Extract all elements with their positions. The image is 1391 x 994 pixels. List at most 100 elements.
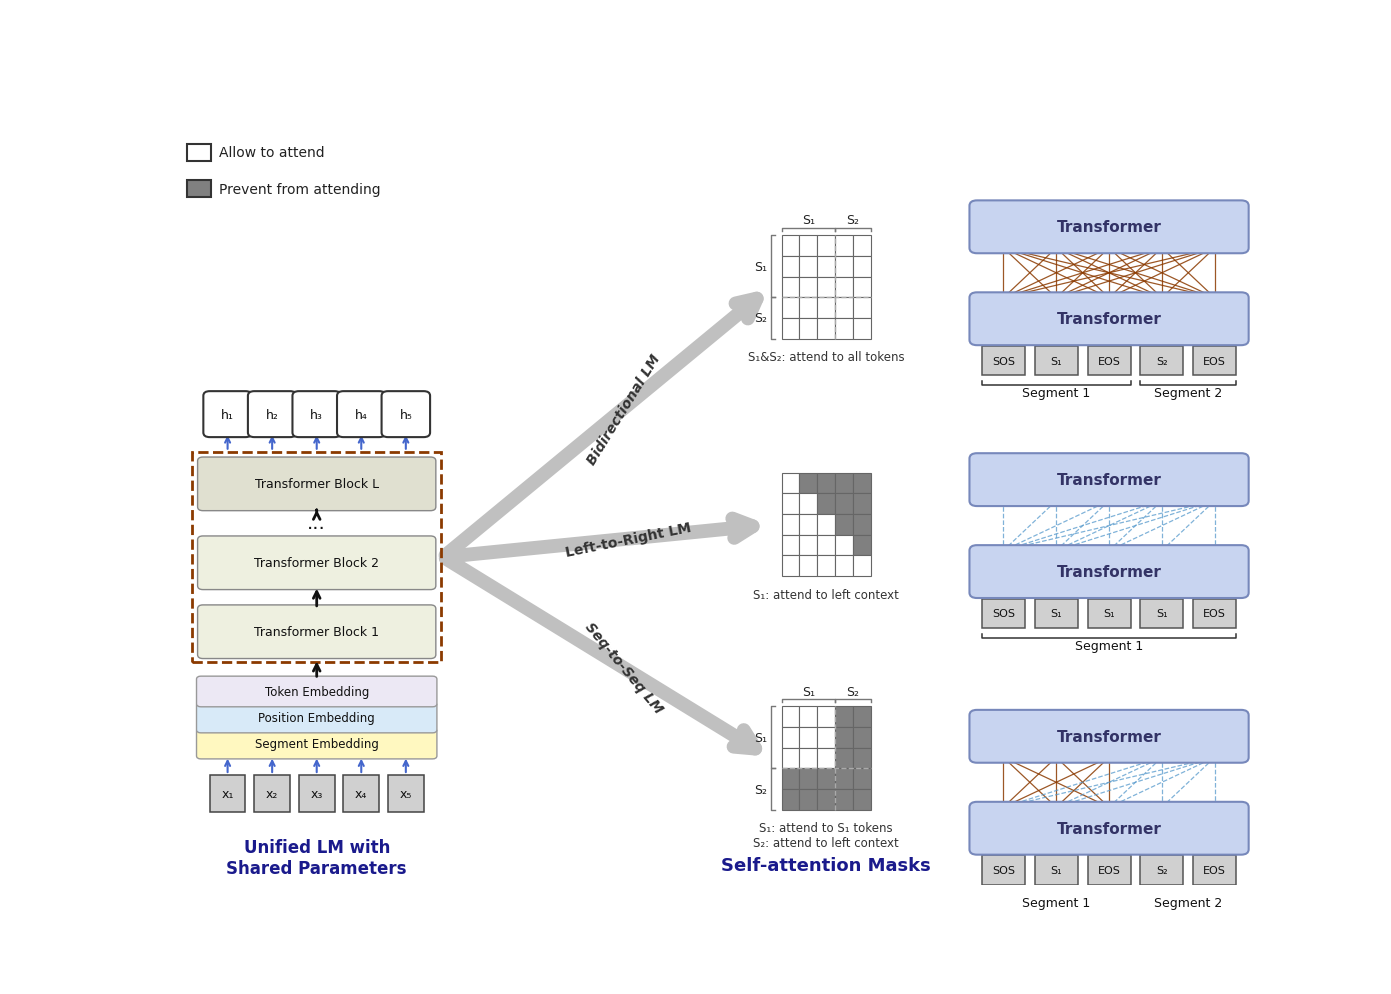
Text: h₂: h₂ [266, 409, 278, 421]
Bar [800, 473, 817, 494]
Bar [835, 535, 853, 556]
Bar [835, 728, 853, 748]
Bar [817, 728, 835, 748]
FancyBboxPatch shape [970, 710, 1249, 763]
Bar [782, 748, 800, 768]
Text: S₁&S₂: attend to all tokens: S₁&S₂: attend to all tokens [748, 351, 904, 364]
Bar [1141, 347, 1184, 376]
Bar [853, 789, 871, 810]
Bar [817, 277, 835, 298]
Bar [210, 775, 245, 812]
Bar [982, 856, 1025, 885]
Bar [782, 515, 800, 535]
Text: x₃: x₃ [310, 787, 323, 800]
Text: EOS: EOS [1097, 865, 1121, 875]
FancyBboxPatch shape [970, 802, 1249, 855]
Bar [1035, 347, 1078, 376]
Bar [782, 494, 800, 515]
Bar [186, 181, 210, 198]
Text: Bidirectional LM: Bidirectional LM [584, 352, 662, 467]
Text: S₂: S₂ [754, 783, 768, 796]
Bar [853, 473, 871, 494]
Bar [782, 256, 800, 277]
FancyBboxPatch shape [337, 392, 385, 437]
Bar [782, 236, 800, 256]
Text: h₅: h₅ [399, 409, 412, 421]
Text: S₁: S₁ [801, 214, 815, 228]
Bar [800, 535, 817, 556]
FancyBboxPatch shape [292, 392, 341, 437]
Text: Unified LM with
Shared Parameters: Unified LM with Shared Parameters [227, 839, 408, 878]
Bar [1141, 599, 1184, 628]
Text: Transformer: Transformer [1057, 312, 1161, 327]
Bar [817, 707, 835, 728]
Text: Segment 2: Segment 2 [1155, 387, 1223, 400]
Bar [817, 748, 835, 768]
FancyBboxPatch shape [196, 703, 437, 734]
Bar [782, 728, 800, 748]
Text: Segment 2: Segment 2 [1155, 896, 1223, 909]
Text: EOS: EOS [1203, 608, 1225, 618]
Bar [835, 277, 853, 298]
Bar [853, 256, 871, 277]
FancyBboxPatch shape [970, 293, 1249, 346]
Bar [853, 768, 871, 789]
Text: x₁: x₁ [221, 787, 234, 800]
Bar [982, 347, 1025, 376]
Bar [835, 748, 853, 768]
Bar [388, 775, 424, 812]
Bar [1035, 599, 1078, 628]
Text: Allow to attend: Allow to attend [220, 146, 324, 160]
Bar [1088, 856, 1131, 885]
Bar [853, 277, 871, 298]
Bar [817, 298, 835, 319]
Bar [835, 556, 853, 577]
Bar [817, 768, 835, 789]
Bar [782, 789, 800, 810]
Bar [782, 707, 800, 728]
Bar [299, 775, 334, 812]
Text: h₁: h₁ [221, 409, 234, 421]
Text: Seq-to-Seq LM: Seq-to-Seq LM [581, 620, 665, 716]
Text: S₁: S₁ [1156, 608, 1167, 618]
FancyBboxPatch shape [381, 392, 430, 437]
Bar [1141, 856, 1184, 885]
Text: SOS: SOS [992, 608, 1015, 618]
Text: Position Embedding: Position Embedding [259, 712, 376, 725]
Bar [255, 775, 289, 812]
Bar [817, 789, 835, 810]
Bar [853, 494, 871, 515]
FancyBboxPatch shape [196, 729, 437, 759]
Text: S₁: S₁ [754, 732, 768, 745]
Bar [835, 515, 853, 535]
Bar [1193, 856, 1237, 885]
Bar [800, 748, 817, 768]
Bar [853, 556, 871, 577]
Bar [800, 707, 817, 728]
Text: x₄: x₄ [355, 787, 367, 800]
Text: Segment 1: Segment 1 [1022, 896, 1091, 909]
Text: S₁: S₁ [1050, 865, 1063, 875]
Text: EOS: EOS [1097, 356, 1121, 366]
Bar [835, 236, 853, 256]
Text: Transformer: Transformer [1057, 821, 1161, 836]
Bar [1088, 347, 1131, 376]
Bar [800, 789, 817, 810]
Bar [853, 515, 871, 535]
Text: Transformer: Transformer [1057, 220, 1161, 235]
Text: h₃: h₃ [310, 409, 323, 421]
Bar [835, 494, 853, 515]
Bar [1193, 599, 1237, 628]
Text: Token Embedding: Token Embedding [264, 685, 369, 698]
Text: Prevent from attending: Prevent from attending [220, 183, 381, 197]
Bar [853, 298, 871, 319]
Bar [800, 298, 817, 319]
Text: Segment 1: Segment 1 [1075, 639, 1143, 652]
Bar [800, 728, 817, 748]
Text: Transformer: Transformer [1057, 729, 1161, 745]
Bar [853, 728, 871, 748]
Bar [1088, 599, 1131, 628]
Text: S₁: S₁ [801, 685, 815, 698]
FancyBboxPatch shape [198, 537, 435, 590]
Bar [835, 789, 853, 810]
